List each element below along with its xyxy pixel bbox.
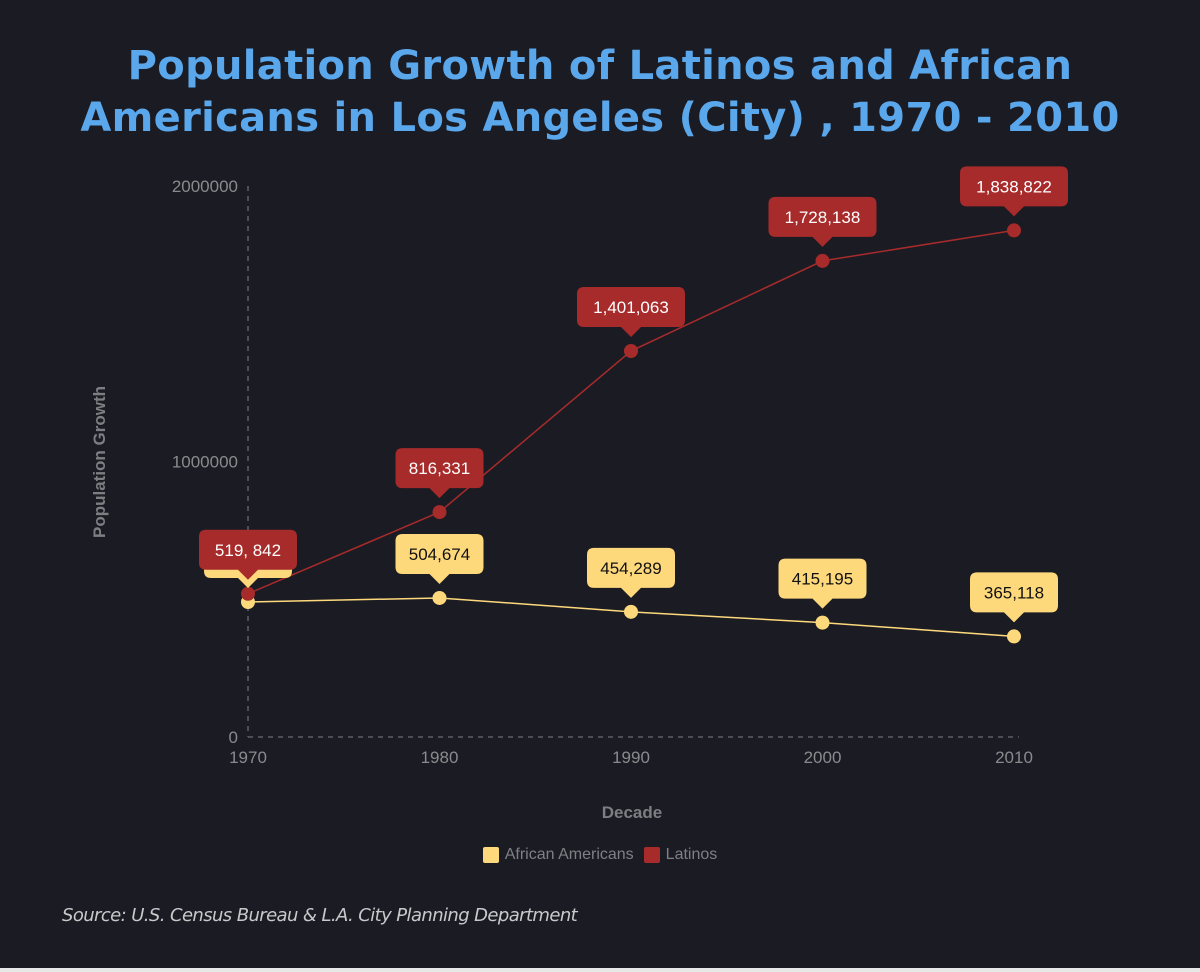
data-label-bubble <box>577 287 685 338</box>
data-point-latinos <box>432 505 447 520</box>
data-label-text: 504,674 <box>409 545 470 564</box>
x-tick-label: 1980 <box>421 748 459 767</box>
data-label-latinos: 1,401,063 <box>577 287 685 338</box>
x-axis-title: Decade <box>602 803 662 822</box>
data-label-african-americans: 504,674 <box>395 533 484 584</box>
data-label-bubble <box>395 533 484 584</box>
data-label-bubble <box>970 572 1058 623</box>
legend-swatch-latinos <box>643 847 660 863</box>
data-label-text: 365,118 <box>984 583 1044 602</box>
data-point-latinos <box>624 344 638 359</box>
y-tick-label: 1000000 <box>172 453 238 472</box>
data-label-text: 1,838,822 <box>976 177 1052 196</box>
data-point-latinos <box>241 586 255 601</box>
legend-swatch-african-americans <box>482 847 499 863</box>
legend-label: African Americans <box>504 846 634 863</box>
data-label-text: 1,728,138 <box>785 208 861 227</box>
data-label-text: 415,195 <box>792 570 853 589</box>
bottom-divider <box>0 968 1200 972</box>
data-point-african-americans <box>432 590 447 605</box>
data-point-latinos <box>1007 223 1021 238</box>
data-label-african-americans: 365,118 <box>970 572 1058 623</box>
data-label-bubble <box>395 448 484 499</box>
data-point-african-americans <box>1007 629 1021 644</box>
data-label-latinos: 1,838,822 <box>960 166 1068 217</box>
x-tick-label: 2000 <box>804 748 842 767</box>
data-label-african-americans: 415,195 <box>778 558 867 609</box>
axes: 0 1000000 2000000 1970 1980 1990 2000 2010 <box>172 177 1033 767</box>
source-note: Source: U.S. Census Bureau & L.A. City P… <box>62 905 578 926</box>
data-label-bubble <box>778 558 867 609</box>
x-tick-label: 1970 <box>229 748 267 767</box>
series-layer <box>241 223 1021 644</box>
data-label-text: 519, 842 <box>215 541 281 560</box>
data-label-african-americans: 454,289 <box>587 547 675 598</box>
data-label-latinos: 519, 842 <box>199 529 297 580</box>
data-label-bubble <box>199 529 297 580</box>
x-tick-label: 1990 <box>612 748 650 767</box>
data-label-text: 1,401,063 <box>593 298 669 317</box>
legend-item-latinos[interactable]: Latinos <box>643 846 718 864</box>
data-label-bubble <box>587 547 675 598</box>
data-label-text: 816,331 <box>409 459 470 478</box>
data-label-latinos: 816,331 <box>395 448 484 499</box>
y-axis-title: Population Growth <box>90 386 109 538</box>
x-tick-label: 2010 <box>995 748 1033 767</box>
data-label-text: 454,289 <box>600 559 661 578</box>
chart-title: Population Growth of Latinos and African… <box>0 40 1200 144</box>
data-label-latinos: 1,728,138 <box>768 196 877 247</box>
legend: African Americans Latinos <box>0 846 1200 864</box>
chart-title-line-1: Population Growth of Latinos and African <box>127 43 1073 89</box>
legend-item-african-americans[interactable]: African Americans <box>482 846 634 864</box>
data-point-latinos <box>815 253 830 268</box>
data-labels-layer: 504,674 454,289 415,195 365,118 519, 842 816,… <box>199 166 1068 623</box>
series-line-latinos <box>247 229 1015 595</box>
legend-label: Latinos <box>665 846 718 863</box>
y-tick-label: 2000000 <box>172 177 238 196</box>
data-label-bubble <box>960 166 1068 217</box>
chart-title-line-2: Americans in Los Angeles (City) , 1970 -… <box>80 95 1120 141</box>
data-point-african-americans <box>815 615 830 630</box>
data-label-bubble <box>768 196 877 247</box>
y-tick-label: 0 <box>229 728 238 747</box>
data-point-african-americans <box>624 604 638 619</box>
